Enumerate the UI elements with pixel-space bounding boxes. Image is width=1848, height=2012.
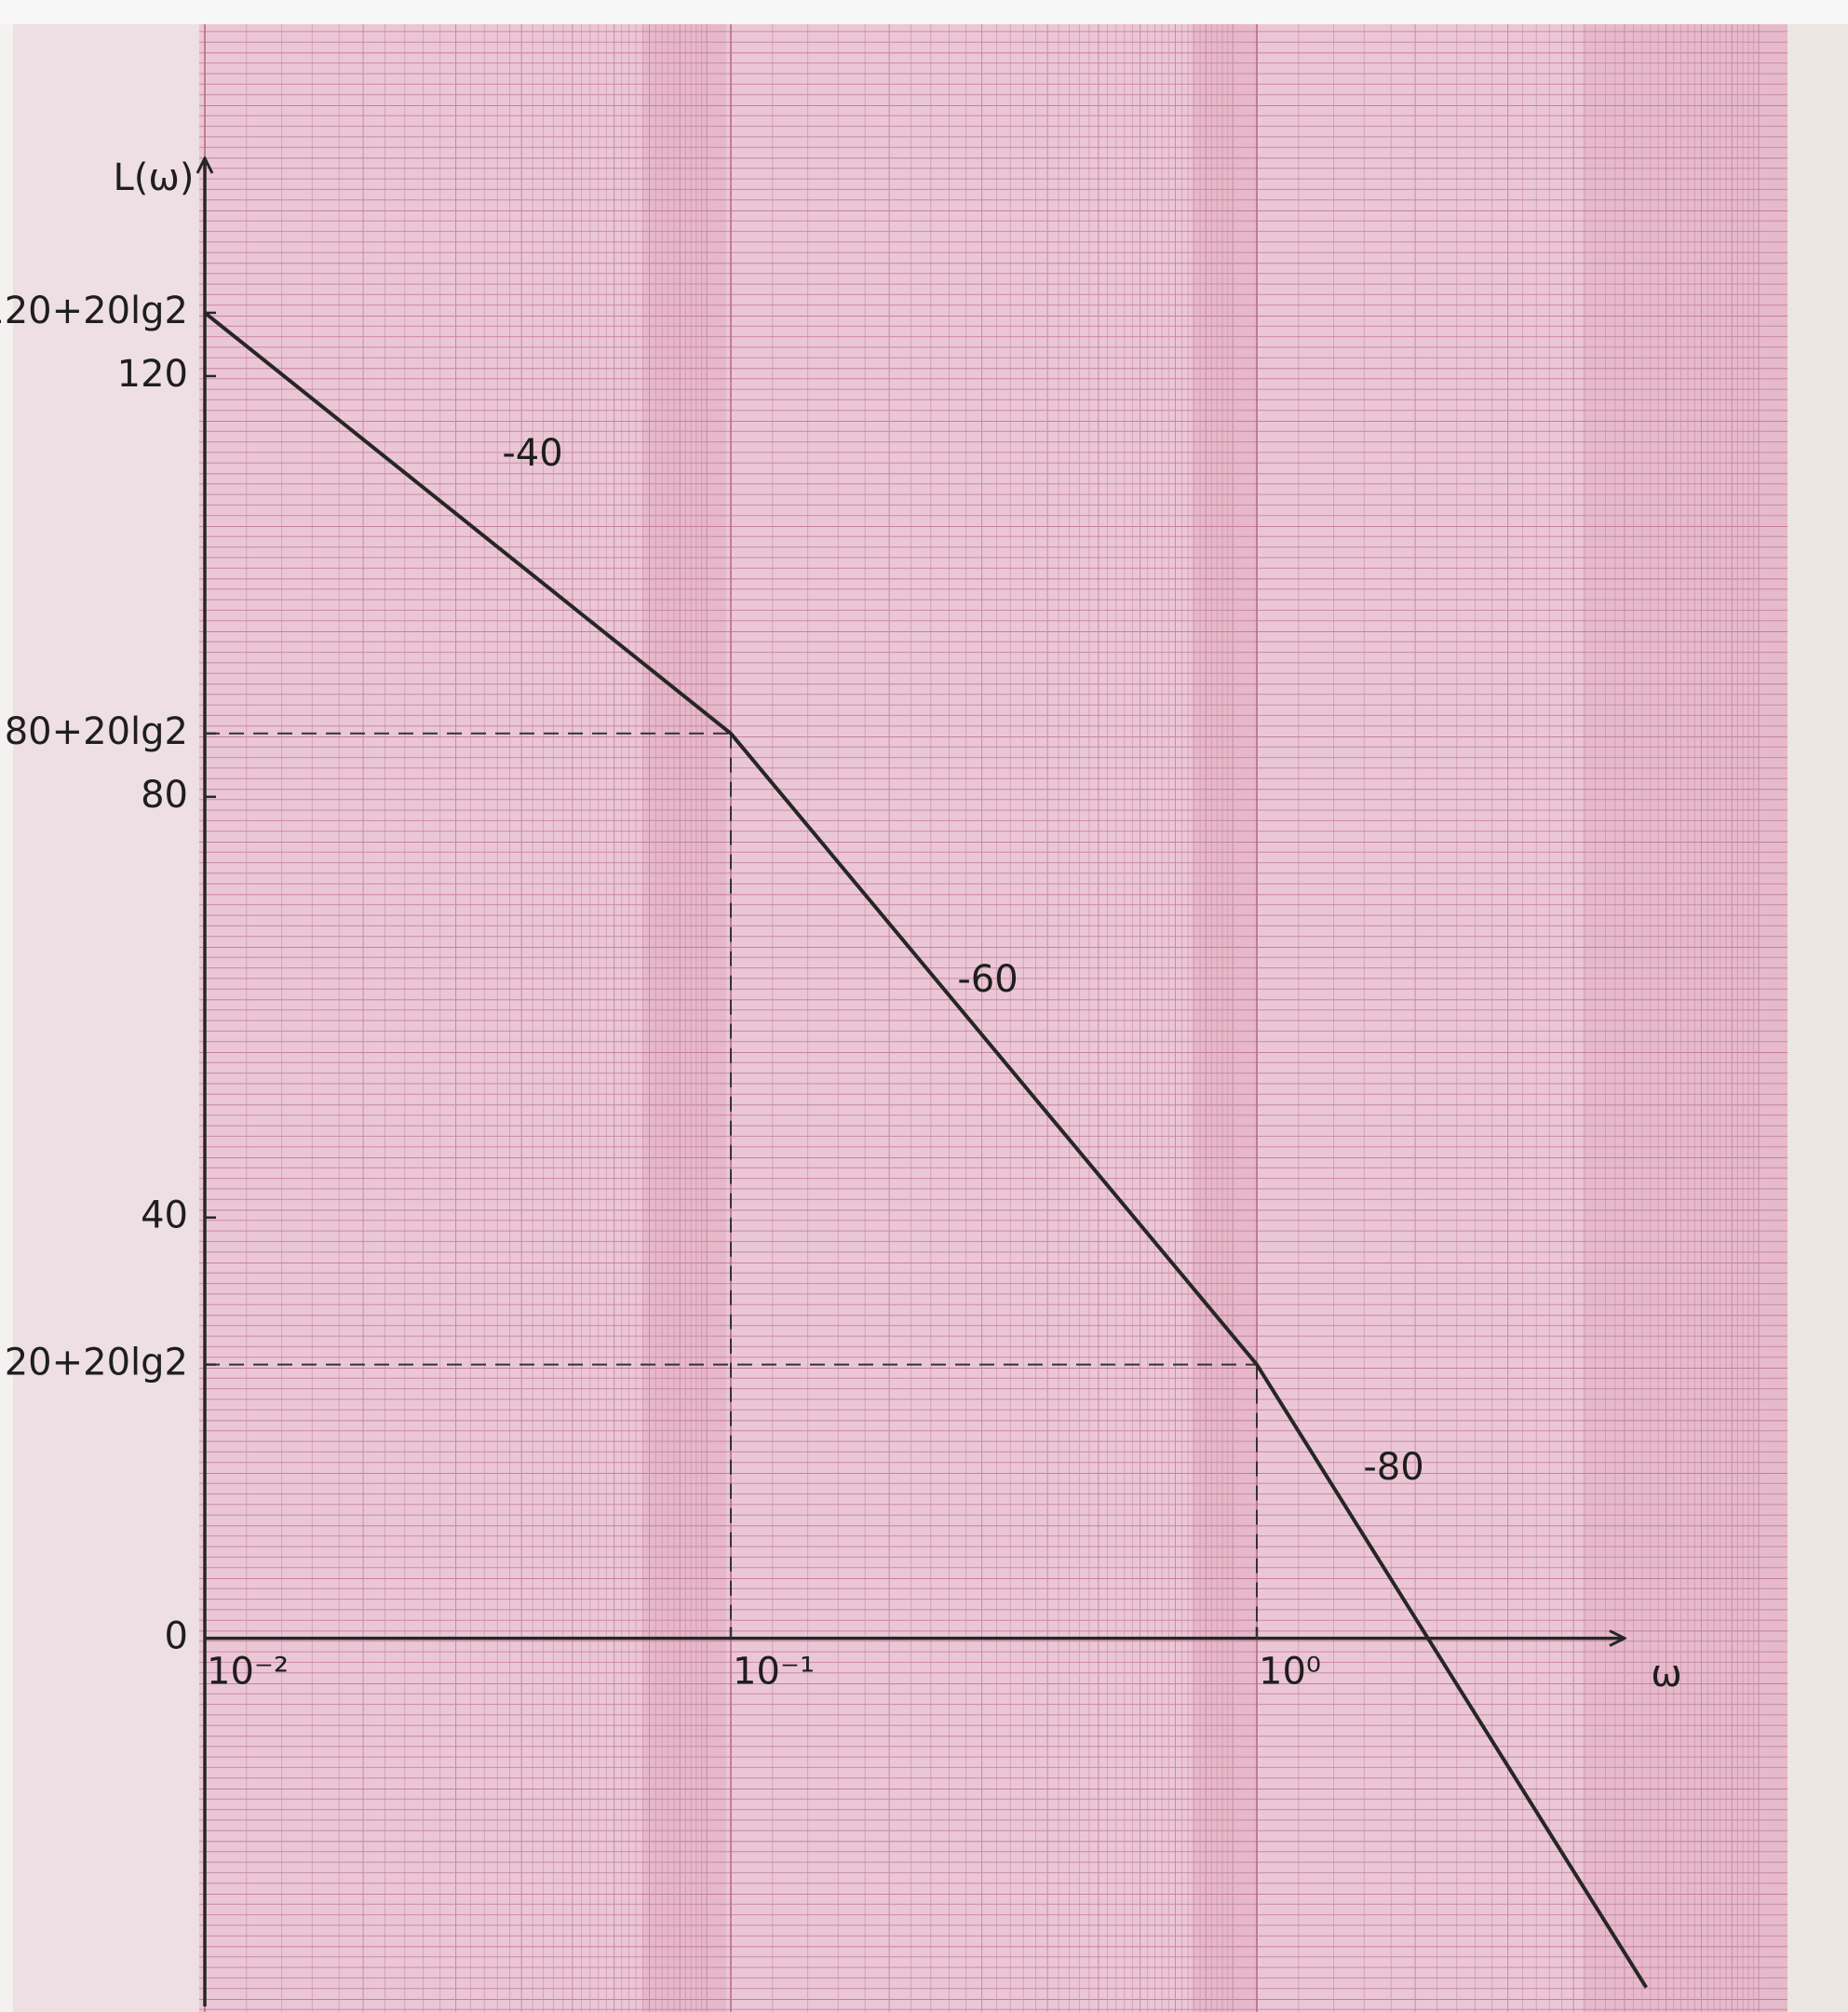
x-axis-label: ω <box>1651 1653 1682 1695</box>
chart: L(ω) ω 0 40 80 120 20+20lg2 80+20lg2 120+20lg2… <box>0 0 1848 2012</box>
slope-annotation: -60 <box>957 958 1018 1001</box>
y-tick-label: 20+20lg2 <box>5 1342 188 1384</box>
y-tick-label: 80+20lg2 <box>5 710 188 753</box>
page: {"chart_data": {"type": "line", "color":… <box>0 0 1848 2012</box>
x-tick-label: 10⁰ <box>1259 1651 1321 1694</box>
x-tick-label: 10⁻² <box>207 1651 289 1694</box>
paper-edge <box>1787 24 1848 2012</box>
y-tick-label: 40 <box>141 1195 188 1237</box>
slope-annotation: -40 <box>502 432 562 475</box>
y-tick-label: 120+20lg2 <box>0 290 188 332</box>
x-tick-label: 10⁻¹ <box>733 1651 815 1694</box>
y-tick-label: 120 <box>117 353 188 396</box>
slope-annotation: -80 <box>1363 1446 1423 1489</box>
y-axis-label: L(ω) <box>114 156 195 199</box>
y-tick-label: 80 <box>141 774 188 817</box>
y-tick-label: 0 <box>165 1615 188 1658</box>
top-strip <box>0 0 1848 24</box>
